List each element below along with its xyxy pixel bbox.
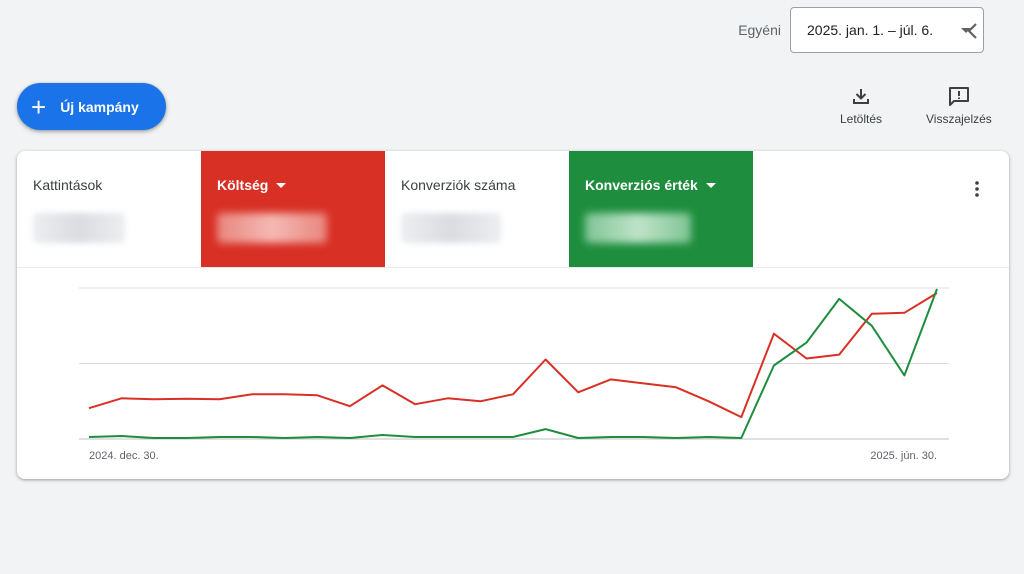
metric-conversion-value[interactable]: Konverziós érték [569, 151, 753, 267]
chevron-left-icon [967, 23, 977, 39]
metric-conversion-value-label: Konverziós érték [585, 177, 698, 193]
feedback-label: Visszajelzés [926, 112, 992, 126]
download-button[interactable]: Letöltés [840, 86, 882, 126]
plus-icon: + [31, 91, 47, 122]
metric-clicks-label: Kattintások [33, 177, 103, 193]
date-range-value: 2025. jan. 1. – júl. 6. [807, 22, 934, 38]
feedback-button[interactable]: Visszajelzés [926, 86, 992, 126]
more-options-button[interactable] [967, 177, 987, 201]
metric-conversions-label: Konverziók száma [401, 177, 516, 193]
download-icon [853, 89, 870, 104]
metric-cost-label: Költség [217, 177, 269, 193]
x-axis-end-label: 2025. jún. 30. [870, 450, 937, 462]
new-campaign-label: Új kampány [60, 98, 139, 115]
series-line-1 [88, 288, 938, 439]
download-label: Letöltés [840, 112, 883, 126]
metric-cost[interactable]: Költség [201, 151, 385, 267]
performance-card: Kattintások Költség Konverziók száma Kon… [17, 151, 1009, 479]
new-campaign-button[interactable]: + Új kampány [17, 83, 166, 130]
caret-down-icon [276, 182, 287, 188]
more-vert-icon [975, 181, 979, 197]
chevron-down-icon [961, 27, 971, 33]
series-line-0 [88, 292, 938, 419]
metric-conversions[interactable]: Konverziók száma [385, 151, 569, 267]
metric-cost-value [217, 213, 327, 243]
date-range-label: Egyéni [738, 22, 781, 38]
metric-clicks-value [33, 213, 125, 243]
feedback-icon [948, 87, 969, 106]
x-axis-start-label: 2024. dec. 30. [89, 450, 159, 462]
metric-conversion-value-value [585, 213, 691, 243]
metric-conversions-value [401, 213, 501, 243]
metric-selector: Kattintások Költség Konverziók száma Kon… [17, 151, 1009, 268]
caret-down-icon [705, 182, 716, 188]
back-button[interactable] [962, 20, 982, 42]
metric-clicks[interactable]: Kattintások [17, 151, 201, 267]
performance-chart: 2024. dec. 30. 2025. jún. 30. [79, 287, 949, 462]
date-area: Egyéni 2025. jan. 1. – júl. 6. [738, 7, 984, 53]
date-range-select[interactable]: 2025. jan. 1. – júl. 6. [790, 7, 984, 53]
